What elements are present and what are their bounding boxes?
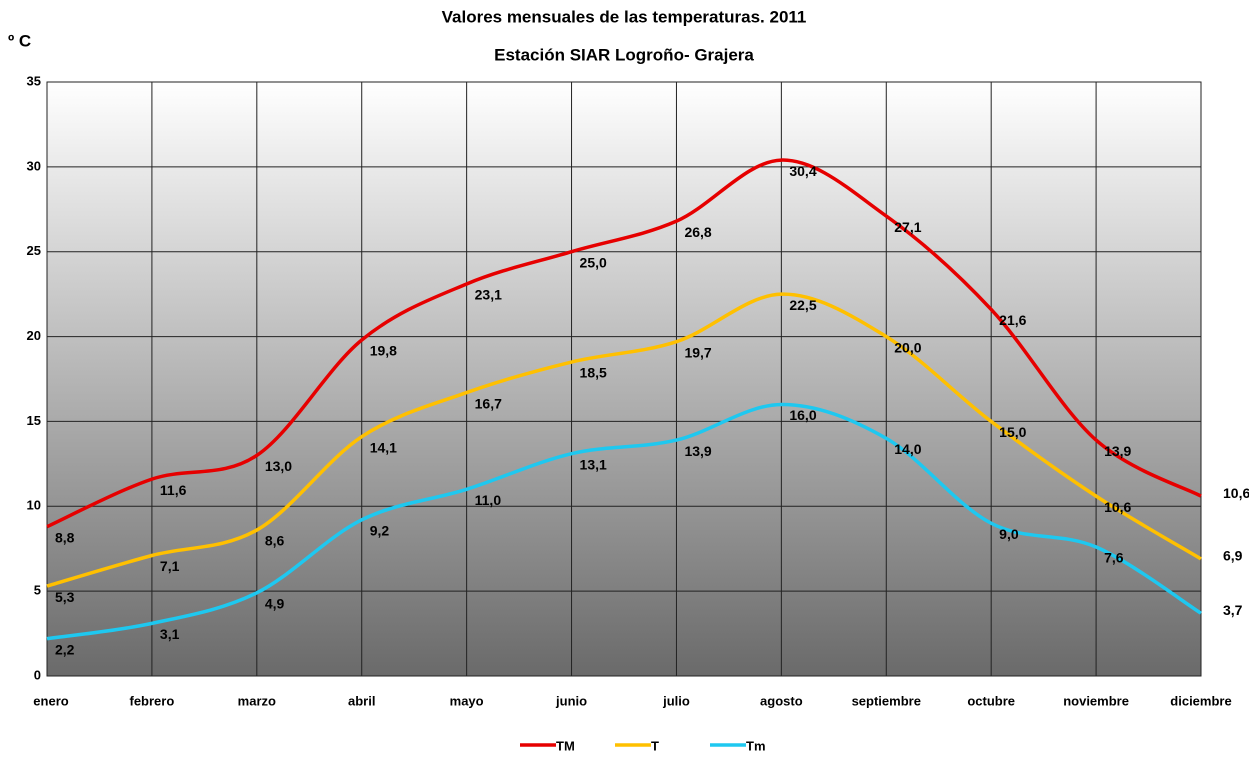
y-tick-label: 5 xyxy=(34,583,41,598)
data-label: 7,1 xyxy=(160,558,180,574)
data-label: 9,2 xyxy=(370,523,390,539)
data-label: 4,9 xyxy=(265,596,285,612)
y-axis-label: º C xyxy=(8,31,31,50)
legend-label: T xyxy=(651,738,659,753)
chart-title: Valores mensuales de las temperaturas. 2… xyxy=(442,7,807,26)
data-label: 13,1 xyxy=(580,456,607,472)
data-label: 10,6 xyxy=(1104,499,1131,515)
line xyxy=(46,402,1202,641)
data-label: 16,7 xyxy=(475,395,502,411)
data-label: 20,0 xyxy=(894,339,921,355)
x-tick-label: febrero xyxy=(130,693,175,708)
data-label: 23,1 xyxy=(475,287,502,303)
x-tick-label: noviembre xyxy=(1063,693,1129,708)
data-label: 30,4 xyxy=(789,163,816,179)
data-label: 26,8 xyxy=(684,224,711,240)
x-tick-label: junio xyxy=(555,693,587,708)
x-tick-label: enero xyxy=(33,693,68,708)
x-tick-label: mayo xyxy=(450,693,484,708)
data-label: 25,0 xyxy=(580,254,607,270)
y-tick-label: 15 xyxy=(27,413,41,428)
data-label: 3,1 xyxy=(160,626,180,642)
data-label: 14,1 xyxy=(370,439,397,455)
data-label: 3,7 xyxy=(1223,602,1243,618)
data-label: 19,8 xyxy=(370,343,397,359)
x-tick-label: julio xyxy=(662,693,690,708)
y-tick-label: 30 xyxy=(27,158,41,173)
data-label: 13,9 xyxy=(1104,443,1131,459)
data-label: 11,0 xyxy=(475,492,502,508)
y-tick-label: 10 xyxy=(27,498,41,513)
legend-label: TM xyxy=(556,738,575,753)
data-label: 10,6 xyxy=(1223,485,1249,501)
plot-area xyxy=(47,82,1201,676)
x-tick-label: abril xyxy=(348,693,375,708)
data-label: 16,0 xyxy=(789,407,816,423)
data-label: 27,1 xyxy=(894,219,921,235)
x-tick-label: septiembre xyxy=(852,693,921,708)
data-label: 15,0 xyxy=(999,424,1026,440)
x-tick-label: marzo xyxy=(238,693,276,708)
data-label: 13,0 xyxy=(265,458,292,474)
data-label: 5,3 xyxy=(55,589,75,605)
line xyxy=(46,292,1202,588)
x-tick-label: agosto xyxy=(760,693,803,708)
data-label: 18,5 xyxy=(580,365,607,381)
y-tick-label: 20 xyxy=(27,328,41,343)
data-label: 6,9 xyxy=(1223,548,1243,564)
line xyxy=(46,158,1202,529)
data-label: 9,0 xyxy=(999,526,1019,542)
data-label: 13,9 xyxy=(684,443,711,459)
data-label: 7,6 xyxy=(1104,550,1124,566)
data-label: 22,5 xyxy=(789,297,816,313)
y-tick-label: 25 xyxy=(27,243,41,258)
x-tick-label: octubre xyxy=(967,693,1015,708)
data-label: 14,0 xyxy=(894,441,921,457)
data-label: 8,6 xyxy=(265,533,285,549)
chart-subtitle: Estación SIAR Logroño- Grajera xyxy=(494,45,754,64)
data-label: 21,6 xyxy=(999,312,1026,328)
data-label: 2,2 xyxy=(55,641,75,657)
data-label: 8,8 xyxy=(55,529,75,545)
plot-border xyxy=(46,81,1202,677)
y-tick-label: 35 xyxy=(27,73,41,88)
legend-label: Tm xyxy=(746,738,766,753)
y-tick-label: 0 xyxy=(34,667,41,682)
data-label: 11,6 xyxy=(160,482,187,498)
data-label: 19,7 xyxy=(684,344,711,360)
x-tick-label: diciembre xyxy=(1170,693,1231,708)
